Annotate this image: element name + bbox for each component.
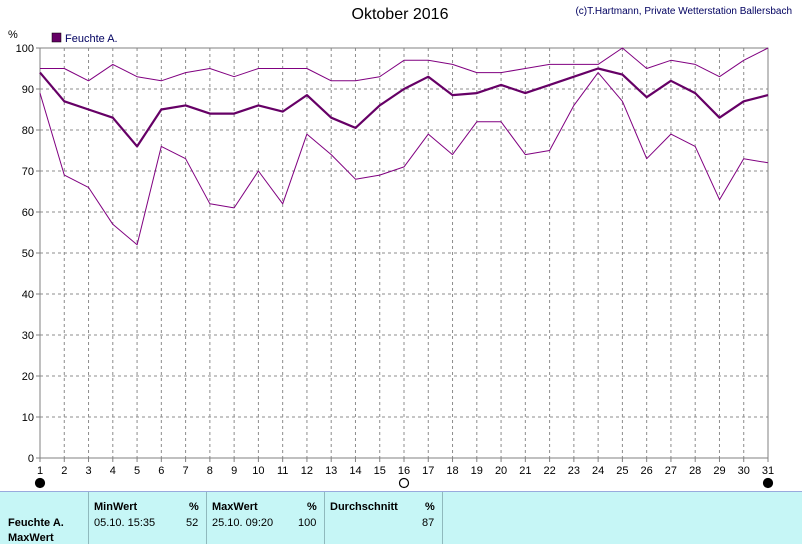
x-tick-label: 1: [37, 465, 43, 477]
series-line-min: [39, 72, 769, 246]
y-tick-label: 70: [22, 166, 34, 178]
x-tick-label: 13: [325, 465, 337, 477]
y-axis-unit: %: [8, 29, 18, 41]
x-tick-label: 11: [277, 465, 288, 477]
x-tick-label: 10: [252, 465, 264, 477]
max-time: 25.10. 09:20: [212, 517, 274, 529]
max-header: MaxWert: [212, 501, 258, 513]
marker-open-circle: [398, 477, 410, 489]
x-tick-label: 14: [349, 465, 361, 477]
x-tick-label: 19: [471, 465, 483, 477]
x-tick-label: 29: [713, 465, 725, 477]
x-tick-label: 22: [543, 465, 555, 477]
x-tick-label: 4: [110, 465, 116, 477]
legend: Feuchte A.: [51, 32, 118, 45]
x-tick-label: 20: [495, 465, 507, 477]
y-tick-label: 60: [22, 207, 34, 219]
stats-separator: [88, 492, 89, 544]
x-tick-label: 24: [592, 465, 604, 477]
marker-filled-circle: [34, 477, 46, 489]
x-tick-label: 15: [374, 465, 386, 477]
max-value: 100: [298, 517, 317, 529]
x-tick-label: 16: [398, 465, 410, 477]
x-tick-label: 31: [762, 465, 774, 477]
x-tick-label: 5: [134, 465, 140, 477]
y-tick-label: 40: [22, 289, 34, 301]
legend-swatch: [51, 32, 62, 43]
y-tick-label: 10: [22, 412, 34, 424]
stats-row-label: Feuchte A.: [8, 517, 64, 529]
min-unit: %: [189, 501, 199, 513]
stats-separator: [442, 492, 443, 544]
x-tick-label: 12: [301, 465, 313, 477]
series-line-max: [40, 47, 769, 82]
stats-row-label-secondary: MaxWert: [8, 532, 54, 544]
y-tick-label: 30: [22, 330, 34, 342]
min-time: 05.10. 15:35: [94, 517, 156, 529]
x-tick-label: 9: [231, 465, 237, 477]
grid-layer: [40, 48, 768, 458]
x-tick-label: 17: [422, 465, 434, 477]
x-tick-label: 6: [158, 465, 164, 477]
x-tick-label: 8: [207, 465, 213, 477]
stats-separator: [206, 492, 207, 544]
x-tick-label: 28: [689, 465, 701, 477]
statistics-panel: Feuchte A. MaxWert MinWert % 05.10. 15:3…: [0, 491, 802, 544]
y-tick-label: 80: [22, 125, 34, 137]
x-tick-label: 27: [665, 465, 677, 477]
min-value: 52: [186, 517, 199, 529]
x-tick-label: 30: [738, 465, 750, 477]
y-tick-label: 0: [28, 453, 34, 465]
average-value: 87: [422, 517, 435, 529]
marker-layer: [34, 477, 774, 489]
average-unit: %: [425, 501, 435, 513]
y-tick-label: 90: [22, 84, 34, 96]
legend-label: Feuchte A.: [65, 33, 118, 45]
x-tick-label: 7: [183, 465, 189, 477]
average-header: Durchschnitt: [330, 501, 398, 513]
min-header: MinWert: [94, 501, 138, 513]
x-tick-label: 2: [61, 465, 67, 477]
y-tick-label: 100: [16, 43, 34, 55]
series-layer: [39, 47, 769, 246]
x-tick-label: 18: [446, 465, 458, 477]
x-tick-label: 21: [519, 465, 531, 477]
x-tick-label: 3: [85, 465, 91, 477]
chart-title: Oktober 2016: [351, 6, 449, 23]
marker-filled-circle: [762, 477, 774, 489]
max-unit: %: [307, 501, 317, 513]
x-tick-label: 25: [616, 465, 628, 477]
copyright-text: (c)T.Hartmann, Private Wetterstation Bal…: [575, 6, 792, 17]
x-tick-label: 26: [641, 465, 653, 477]
stats-separator: [324, 492, 325, 544]
y-tick-label: 20: [22, 371, 34, 383]
series-line-average: [39, 67, 769, 148]
x-tick-label: 23: [568, 465, 580, 477]
y-tick-label: 50: [22, 248, 34, 260]
